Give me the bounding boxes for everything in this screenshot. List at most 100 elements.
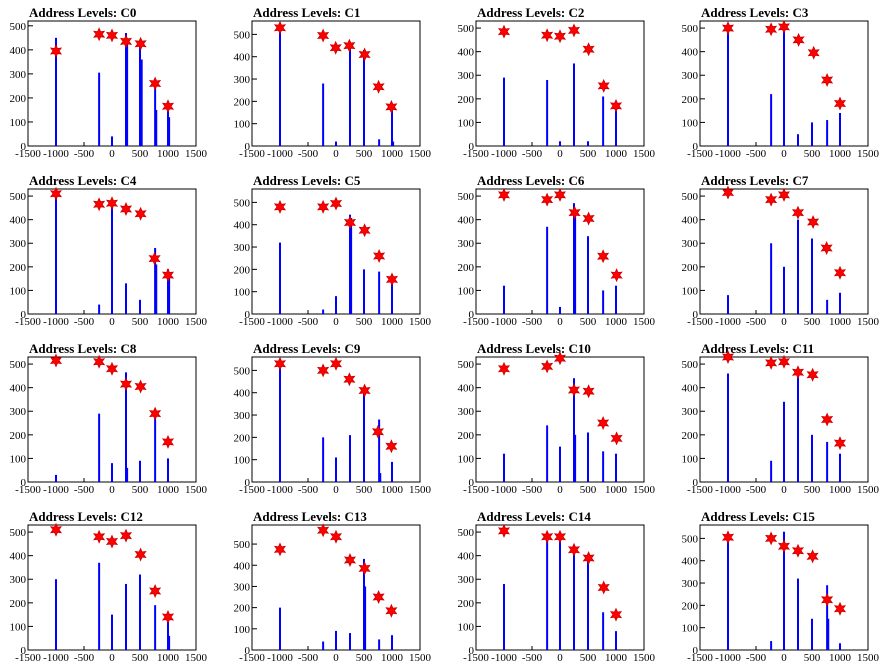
x-tick-label: -500 — [522, 148, 543, 160]
y-tick-label: 300 — [234, 410, 251, 422]
x-tick-label: 1000 — [605, 652, 628, 664]
y-tick-label: 300 — [682, 578, 699, 590]
y-tick-label: 400 — [458, 551, 475, 563]
peak-marker — [497, 24, 511, 39]
x-tick-label: -1000 — [491, 652, 517, 664]
peak-marker — [765, 22, 778, 37]
x-tick-label: -500 — [298, 484, 319, 496]
y-tick-label: 300 — [682, 238, 699, 250]
x-tick-label: 500 — [804, 652, 821, 664]
y-tick-label: 100 — [682, 453, 699, 465]
peak-marker — [161, 268, 175, 283]
x-tick-label: 1500 — [857, 652, 880, 664]
chart-panel: Address Levels: C20100200300400500-1500-… — [458, 5, 656, 160]
x-tick-label: 0 — [109, 316, 115, 328]
peak-marker — [93, 27, 106, 42]
chart-panel: Address Levels: C40100200300400500-1500-… — [10, 173, 208, 328]
x-tick-label: 0 — [557, 148, 563, 160]
chart-panel: Address Levels: C15 0 100 200 300 400 500 -1500… — [682, 509, 880, 664]
peak-marker — [806, 367, 819, 382]
y-tick-label: 300 — [234, 242, 251, 254]
peak-marker — [721, 21, 735, 36]
chart-panel: Address Levels: C10100200300400500-1500-… — [234, 5, 432, 160]
x-tick-label: -1000 — [715, 316, 741, 328]
y-tick-label: 300 — [234, 74, 251, 86]
y-tick-label: 400 — [682, 556, 699, 568]
peak-marker — [371, 424, 385, 439]
peak-marker — [609, 607, 623, 622]
peak-marker — [93, 197, 106, 212]
peak-marker — [791, 205, 805, 220]
chart-panel: Address Levels: C00100200300400500-1500-… — [10, 5, 208, 160]
x-tick-label: 1000 — [157, 316, 180, 328]
peak-marker — [385, 99, 398, 114]
chart-title: Address Levels: C6 — [477, 173, 585, 188]
x-tick-label: 500 — [804, 148, 821, 160]
peak-marker — [49, 522, 63, 537]
peak-marker — [582, 384, 595, 399]
x-tick-label: -500 — [522, 484, 543, 496]
x-tick-label: 500 — [580, 652, 597, 664]
peak-marker — [567, 542, 581, 557]
y-tick-label: 100 — [458, 621, 475, 633]
peak-marker — [119, 34, 133, 49]
y-tick-label: 400 — [10, 383, 27, 395]
peak-marker — [582, 211, 595, 226]
x-tick-label: 1000 — [829, 652, 852, 664]
y-tick-label: 300 — [10, 69, 27, 81]
x-tick-label: -1000 — [267, 316, 293, 328]
peak-marker — [567, 23, 581, 38]
y-tick-label: 400 — [10, 215, 27, 227]
x-tick-label: -500 — [74, 484, 95, 496]
x-tick-label: -1000 — [43, 652, 69, 664]
y-tick-label: 0 — [21, 309, 27, 321]
x-tick-label: -1000 — [715, 148, 741, 160]
x-tick-label: 1500 — [633, 148, 656, 160]
peak-marker — [807, 215, 820, 229]
y-tick-label: 200 — [10, 430, 27, 442]
peak-marker — [161, 434, 175, 449]
y-tick-label: 500 — [458, 359, 475, 371]
peak-marker — [119, 377, 133, 392]
peak-marker — [541, 192, 554, 207]
peak-marker — [806, 549, 819, 564]
peak-marker — [777, 19, 791, 34]
peak-marker — [541, 359, 554, 374]
x-tick-label: 1500 — [185, 652, 208, 664]
chart-panel: Address Levels: C10 0 100 200 300 400 500 -1500… — [458, 341, 656, 496]
peak-marker — [833, 265, 847, 280]
x-tick-label: 500 — [356, 652, 373, 664]
chart-title: Address Levels: C11 — [701, 341, 814, 356]
x-tick-label: -1000 — [267, 652, 293, 664]
chart-panel: Address Levels: C70100200300400500-1500-… — [682, 173, 880, 328]
peak-marker — [358, 561, 371, 576]
x-tick-label: -1500 — [15, 484, 41, 496]
y-tick-label: 500 — [234, 29, 251, 41]
chart-title: Address Levels: C9 — [253, 341, 361, 356]
peak-marker — [273, 356, 287, 371]
y-tick-label: 100 — [10, 285, 27, 297]
x-tick-label: 0 — [109, 652, 115, 664]
peak-marker — [149, 584, 162, 598]
x-tick-label: 500 — [356, 484, 373, 496]
peak-marker — [343, 215, 357, 230]
peak-marker — [343, 38, 356, 53]
chart-title: Address Levels: C13 — [253, 509, 367, 524]
y-tick-label: 300 — [458, 238, 475, 250]
peak-marker — [777, 354, 791, 369]
x-tick-label: -500 — [522, 652, 543, 664]
y-tick-label: 0 — [469, 309, 475, 321]
peak-marker — [105, 28, 119, 43]
y-tick-label: 0 — [245, 645, 251, 657]
peak-marker — [329, 529, 343, 544]
peak-marker — [119, 528, 133, 543]
peak-marker — [273, 20, 287, 35]
x-tick-label: -1000 — [491, 148, 517, 160]
peak-marker — [93, 354, 106, 369]
x-tick-label: 0 — [109, 484, 115, 496]
x-tick-label: -1500 — [463, 148, 489, 160]
y-tick-label: 500 — [234, 539, 251, 551]
chart-title: Address Levels: C12 — [29, 509, 143, 524]
x-tick-label: 0 — [781, 148, 787, 160]
y-tick-label: 0 — [245, 477, 251, 489]
